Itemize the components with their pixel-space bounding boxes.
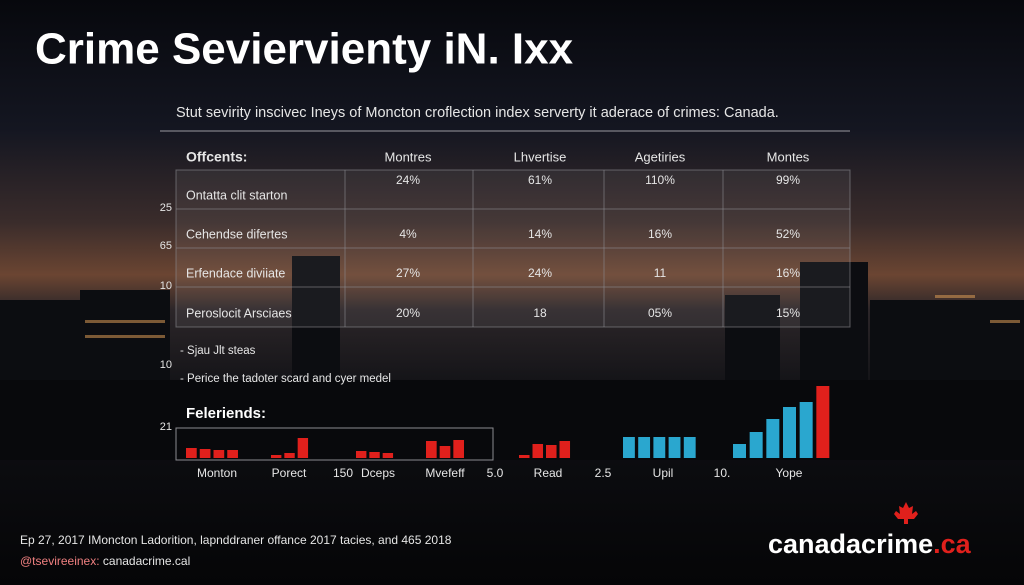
group-label: Porect [272,466,307,480]
table-header: Montres [385,149,432,164]
table-header: Offcents: [186,149,247,165]
group-label: Read [534,466,563,480]
table-cell: 05% [648,306,672,320]
table-header: Lhvertise [514,149,567,164]
footer-line: Ep 27, 2017 IMoncton Ladorition, lapnddr… [20,533,452,547]
note: - Perice the tadoter scard and cyer mede… [180,373,391,385]
bar [766,419,780,458]
side-number: 21 [160,421,172,433]
bar [733,444,746,458]
bar [668,437,681,458]
bar [623,437,635,458]
bar [356,451,367,458]
bar [439,446,451,458]
logo: canadacrime.ca [768,529,972,559]
separator-number: 2.5 [595,466,612,480]
bar [369,452,380,458]
bar [382,453,394,458]
side-number: 25 [160,202,172,214]
table-header: Agetiries [635,149,686,164]
table-cell: 4% [399,227,417,241]
logo-name: canadacrime [768,529,933,559]
table-cell: 110% [645,173,675,187]
city-lights [85,295,1020,338]
bar [213,450,225,458]
group-label: Mvefeff [425,466,465,480]
group-label: Yope [776,466,803,480]
subtitle: Stut sevirity inscivec Ineys of Moncton … [176,105,779,121]
group-label: Upil [653,466,674,480]
table-header: Montes [767,149,810,164]
separator-number: 10. [714,466,731,480]
footer-site: canadacrime.cal [103,554,190,568]
table-cell: 24% [396,173,420,187]
table-cell: 61% [528,173,552,187]
table-cell: 16% [648,227,672,241]
bar [426,441,437,458]
bar [653,437,666,458]
bar [227,450,238,458]
legend-title: Feleriends: [186,405,266,422]
bar [199,449,211,458]
bar [519,455,530,458]
table-cell: 18 [533,306,547,320]
row-label: Peroslocit Arsciaes [186,306,292,320]
bar [271,455,282,458]
table-cell: 24% [528,266,552,280]
separator-number: 150 [333,466,353,480]
table-cell: 16% [776,266,800,280]
row-label: Cehendse difertes [186,227,287,241]
bar [284,453,295,458]
bar [532,444,544,458]
table-cell: 27% [396,266,420,280]
table-cell: 11 [654,266,667,280]
bar [683,437,696,458]
skyline [0,256,1024,460]
maple-leaf [894,502,918,524]
bar [297,438,309,458]
side-number: 10 [160,359,172,371]
table-cell: 99% [776,173,800,187]
group-label: Dceps [361,466,395,480]
bar [799,402,813,458]
footer-contact: @tsevireeinex: canadacrime.cal [20,554,190,568]
bar [816,386,830,458]
logo-suffix: .ca [933,529,972,559]
row-label: Erfendace diviiate [186,266,285,280]
table-cell: 52% [776,227,800,241]
table-cell: 15% [776,306,800,320]
bar [783,407,796,458]
title: Crime Seviervienty iN. Ixx [35,25,574,74]
table-cell: 20% [396,306,420,320]
footer-handle: @tsevireeinex: [20,554,100,568]
row-label: Ontatta clit starton [186,188,287,202]
bar [546,445,557,458]
table-cell: 14% [528,227,552,241]
bar [559,441,571,458]
separator-number: 5.0 [487,466,504,480]
bar [749,432,763,458]
legend-box [175,427,494,461]
note: - Sjau Jlt steas [180,345,256,357]
bar [186,448,197,458]
side-number: 65 [160,240,172,252]
bar [453,440,464,458]
side-number: 10 [160,280,172,292]
bar [638,437,651,458]
group-label: Monton [197,466,237,480]
